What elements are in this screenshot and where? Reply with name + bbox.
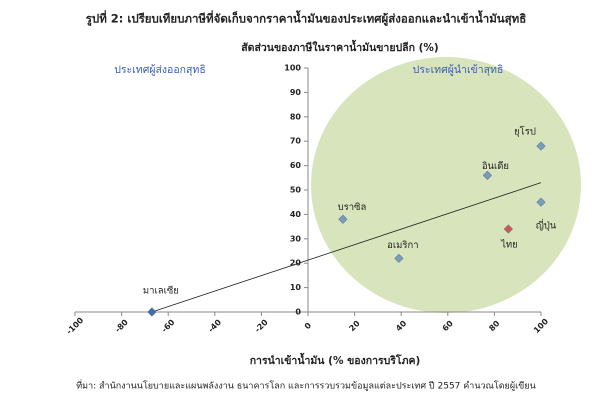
annotation: ประเทศผู้ส่งออกสุทธิ xyxy=(114,64,206,76)
y-tick-label: 50 xyxy=(290,186,302,195)
x-tick-label: 80 xyxy=(487,319,502,334)
y-tick-label: 70 xyxy=(290,137,302,146)
x-axis-title: การนำเข้าน้ำมัน (% ของการบริโภค) xyxy=(250,352,421,367)
y-axis-title: สัดส่วนของภาษีในราคาน้ำมันขายปลีก (%) xyxy=(241,39,438,54)
point-label: มาเลเซีย xyxy=(143,285,179,297)
annotation: ประเทศผู้นำเข้าสุทธิ xyxy=(413,64,504,76)
point-label: อินเดีย xyxy=(482,160,509,172)
point-label: ยุโรป xyxy=(514,126,536,138)
x-tick-label: -40 xyxy=(207,317,224,334)
y-tick-label: 60 xyxy=(290,161,302,170)
x-tick-label: 0 xyxy=(303,321,314,332)
y-tick-label: 20 xyxy=(290,259,302,268)
x-tick-label: -20 xyxy=(253,317,270,334)
chart-title: รูปที่ 2: เปรียบเทียบภาษีที่จัดเก็บจากรา… xyxy=(86,10,527,27)
x-tick-label: 40 xyxy=(394,319,409,334)
y-tick-label: 0 xyxy=(295,308,301,317)
point xyxy=(482,170,493,180)
point xyxy=(338,214,348,224)
point xyxy=(536,141,546,151)
y-tick-label: 30 xyxy=(290,234,302,243)
point xyxy=(536,197,546,207)
importer-zone xyxy=(311,57,581,313)
point-label: ไทย xyxy=(500,239,518,251)
x-tick-label: -60 xyxy=(160,317,177,334)
point-label: บราซิล xyxy=(338,202,367,213)
point xyxy=(147,307,157,317)
x-tick-label: -100 xyxy=(65,315,86,336)
x-tick-label: 60 xyxy=(441,319,456,334)
point-label: อเมริกา xyxy=(387,240,418,251)
y-tick-label: 80 xyxy=(290,112,302,121)
trendline xyxy=(151,182,542,313)
y-tick-label: 40 xyxy=(290,210,302,219)
x-tick-label: 100 xyxy=(532,317,550,335)
point xyxy=(394,253,404,263)
point xyxy=(503,224,513,234)
y-tick-label: 100 xyxy=(284,64,301,73)
source-note: ที่มา: สำนักงานนโยบายและแผนพลังงาน ธนาคา… xyxy=(76,379,536,392)
x-tick-label: 20 xyxy=(347,319,362,334)
point-label: ญี่ปุ่น xyxy=(536,219,557,232)
y-tick-label: 10 xyxy=(290,283,302,292)
y-tick-label: 90 xyxy=(290,88,302,97)
x-tick-label: -80 xyxy=(113,317,130,334)
